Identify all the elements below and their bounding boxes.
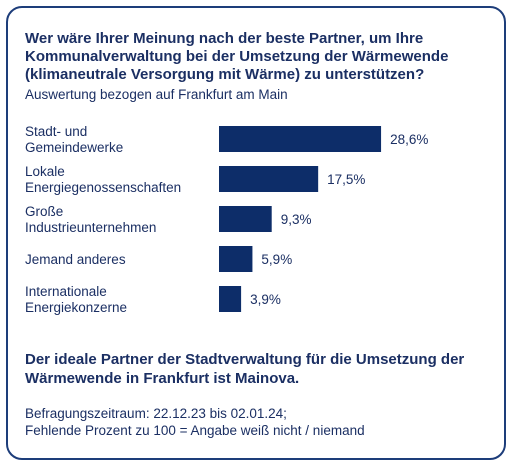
card-frame: [6, 6, 506, 460]
data-label: 5,9%: [261, 252, 292, 267]
category-label-line: Große: [25, 204, 63, 219]
category-label-line: Internationale: [25, 284, 107, 299]
chart-title-line: Kommunalverwaltung bei der Umsetzung der…: [25, 48, 449, 65]
bar: [219, 286, 242, 312]
data-label: 3,9%: [250, 292, 281, 307]
conclusion-line: Wärmewende in Frankfurt ist Mainova.: [25, 370, 300, 387]
category-label: Große Industrieunternehmen: [25, 204, 156, 235]
chart-title-line: Wer wäre Ihrer Meinung nach der beste Pa…: [25, 30, 424, 47]
footnote-line: Fehlende Prozent zu 100 = Angabe weiß ni…: [25, 423, 365, 438]
category-label-line: Industrieunternehmen: [25, 220, 156, 235]
category-label: Jemand anderes: [25, 252, 126, 267]
chart-title: Wer wäre Ihrer Meinung nach der beste Pa…: [25, 30, 495, 84]
category-label-line: Lokale: [25, 164, 65, 179]
data-label: 28,6%: [390, 132, 428, 147]
footnote-line: Befragungszeitraum: 22.12.23 bis 02.01.2…: [25, 406, 287, 421]
category-label-line: Stadt- und: [25, 124, 87, 139]
bar: [219, 166, 319, 192]
chart-title-line: (klimaneutrale Versorgung mit Wärme) zu …: [25, 66, 425, 83]
category-label-line: Energiekonzerne: [25, 300, 127, 315]
conclusion-text: Der ideale Partner der Stadtverwaltung f…: [25, 350, 495, 388]
footnote: Befragungszeitraum: 22.12.23 bis 02.01.2…: [25, 405, 365, 439]
category-label-line: Gemeindewerke: [25, 140, 123, 155]
data-label: 17,5%: [327, 172, 365, 187]
category-label: Stadt- und Gemeindewerke: [25, 124, 123, 155]
category-label-line: Energiegenossenschaften: [25, 180, 181, 195]
data-label: 9,3%: [281, 212, 312, 227]
bar: [219, 126, 382, 152]
category-label: Internationale Energiekonzerne: [25, 284, 127, 315]
bar: [219, 206, 272, 232]
category-label: Lokale Energiegenossenschaften: [25, 164, 181, 195]
category-label-line: Jemand anderes: [25, 252, 126, 267]
bar: [219, 246, 253, 272]
chart-subtitle: Auswertung bezogen auf Frankfurt am Main: [25, 87, 288, 102]
conclusion-line: Der ideale Partner der Stadtverwaltung f…: [25, 351, 465, 368]
